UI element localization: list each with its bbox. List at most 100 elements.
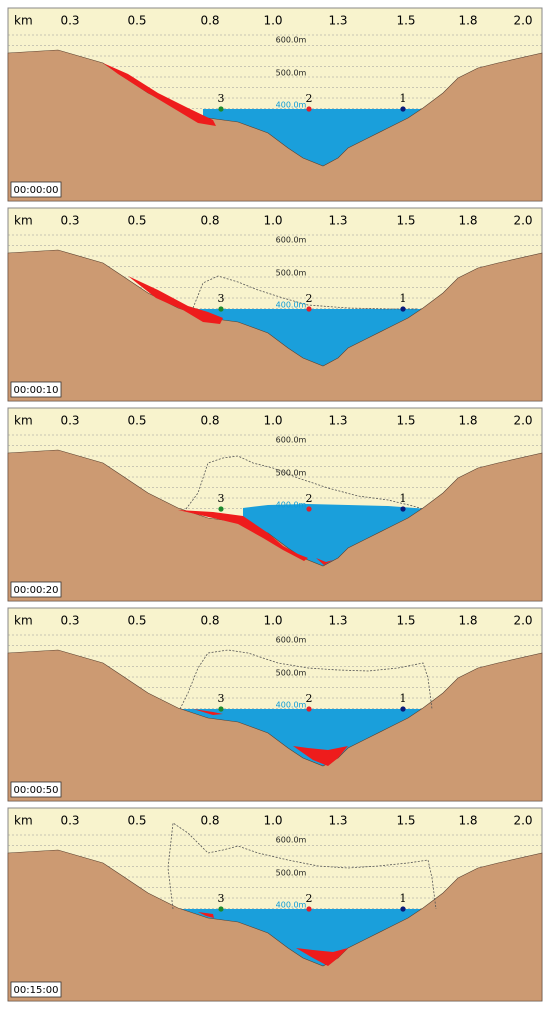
gauge-point: [400, 506, 406, 512]
axis-tick-label: 1.8: [458, 14, 477, 28]
elevation-label: 400.0m: [276, 501, 307, 510]
gauge-label: 3: [218, 892, 225, 905]
axis-tick-label: 0.8: [200, 814, 219, 828]
panel: km 0.3 0.5 0.8 1.0 1.3 1.5 1.8 2.0 600.0m 500.0m 40…: [7, 807, 543, 1002]
axis-tick-label: 1.3: [328, 214, 347, 228]
axis-tick-label: 1.8: [458, 614, 477, 628]
gauge-label: 3: [218, 92, 225, 105]
axis-unit: km: [14, 814, 33, 828]
axis-tick-label: 1.5: [396, 414, 415, 428]
panel: km 0.3 0.5 0.8 1.0 1.3 1.5 1.8 2.0 600.0m 500.0m 40…: [7, 607, 543, 802]
landslide: [198, 912, 214, 918]
gauge-point: [218, 506, 224, 512]
gauge-label: 2: [306, 692, 313, 705]
gauge-label: 3: [218, 492, 225, 505]
axis-tick-label: 0.3: [60, 14, 79, 28]
axis-tick-label: 1.0: [263, 14, 282, 28]
gauge-point: [218, 306, 224, 312]
gauge-label: 2: [306, 92, 313, 105]
time-box: [10, 981, 62, 998]
elevation-label: 600.0m: [276, 236, 307, 245]
time-box: [10, 581, 62, 598]
terrain: [7, 249, 543, 402]
axis-tick-label: 0.5: [127, 814, 146, 828]
time-box: [10, 181, 62, 198]
gauge-point: [306, 506, 312, 512]
axis-tick-label: 0.5: [127, 614, 146, 628]
gauge-point: [400, 906, 406, 912]
axis-tick-label: 1.5: [396, 614, 415, 628]
axis-tick-label: 0.3: [60, 814, 79, 828]
gauge-point: [218, 706, 224, 712]
axis-tick-label: 1.8: [458, 414, 477, 428]
gauge-label: 2: [306, 492, 313, 505]
landslide: [178, 510, 308, 561]
axis-tick-label: 0.5: [127, 214, 146, 228]
gauge-label: 1: [400, 492, 407, 505]
axis-tick-label: 1.0: [263, 414, 282, 428]
axis-tick-label: 0.3: [60, 214, 79, 228]
time-box: [10, 381, 62, 398]
axis-tick-label: 2.0: [513, 814, 532, 828]
time-label: 00:00:20: [14, 585, 59, 596]
gauge-label: 2: [306, 292, 313, 305]
axis-unit: km: [14, 414, 33, 428]
axis-unit: km: [14, 214, 33, 228]
gauge-point: [400, 706, 406, 712]
axis-tick-label: 1.8: [458, 214, 477, 228]
time-label: 00:00:50: [14, 785, 59, 796]
axis-tick-label: 2.0: [513, 14, 532, 28]
landslide: [103, 63, 216, 126]
wave-outline: [167, 822, 437, 910]
gauge-label: 3: [218, 692, 225, 705]
gauge-point: [306, 306, 312, 312]
elevation-label: 400.0m: [276, 901, 307, 910]
axis-tick-label: 0.5: [127, 14, 146, 28]
gauge-point: [306, 906, 312, 912]
axis-tick-label: 0.3: [60, 414, 79, 428]
gauge-point: [400, 106, 406, 112]
axis-tick-label: 2.0: [513, 414, 532, 428]
axis-tick-label: 1.3: [328, 814, 347, 828]
time-label: 00:15:00: [14, 985, 59, 996]
gauge-label: 1: [400, 892, 407, 905]
gauge-point: [218, 106, 224, 112]
gauge-label: 1: [400, 692, 407, 705]
elevation-label: 600.0m: [276, 436, 307, 445]
axis-tick-label: 1.5: [396, 14, 415, 28]
landslide: [128, 276, 223, 324]
gauge-point: [306, 106, 312, 112]
axis-unit: km: [14, 614, 33, 628]
elevation-label: 400.0m: [276, 301, 307, 310]
axis-tick-label: 1.0: [263, 214, 282, 228]
gauge-label: 2: [306, 892, 313, 905]
wave-outline: [185, 455, 424, 510]
axis-tick-label: 1.3: [328, 614, 347, 628]
elevation-label: 500.0m: [276, 469, 307, 478]
terrain: [7, 449, 543, 602]
axis-tick-label: 2.0: [513, 214, 532, 228]
axis-tick-label: 1.5: [396, 214, 415, 228]
panel: km 0.3 0.5 0.8 1.0 1.3 1.5 1.8 2.0 600.0m 500.0m 40…: [7, 7, 543, 202]
axis-tick-label: 0.5: [127, 414, 146, 428]
landslide: [296, 948, 348, 966]
panel: km 0.3 0.5 0.8 1.0 1.3 1.5 1.8 2.0 600.0m 500.0m 40…: [7, 407, 543, 602]
elevation-label: 600.0m: [276, 636, 307, 645]
landslide: [316, 558, 333, 565]
landslide: [193, 709, 223, 715]
gauge-label: 1: [400, 92, 407, 105]
elevation-label: 600.0m: [276, 836, 307, 845]
elevation-label: 400.0m: [276, 701, 307, 710]
gauge-point: [306, 706, 312, 712]
axis-tick-label: 1.3: [328, 14, 347, 28]
axis-tick-label: 0.8: [200, 414, 219, 428]
axis-tick-label: 0.8: [200, 14, 219, 28]
gauge-point: [218, 906, 224, 912]
axis-tick-label: 1.0: [263, 614, 282, 628]
time-label: 00:00:00: [14, 185, 59, 196]
elevation-label: 500.0m: [276, 269, 307, 278]
axis-tick-label: 0.8: [200, 614, 219, 628]
time-box: [10, 781, 62, 798]
axis-tick-label: 1.3: [328, 414, 347, 428]
